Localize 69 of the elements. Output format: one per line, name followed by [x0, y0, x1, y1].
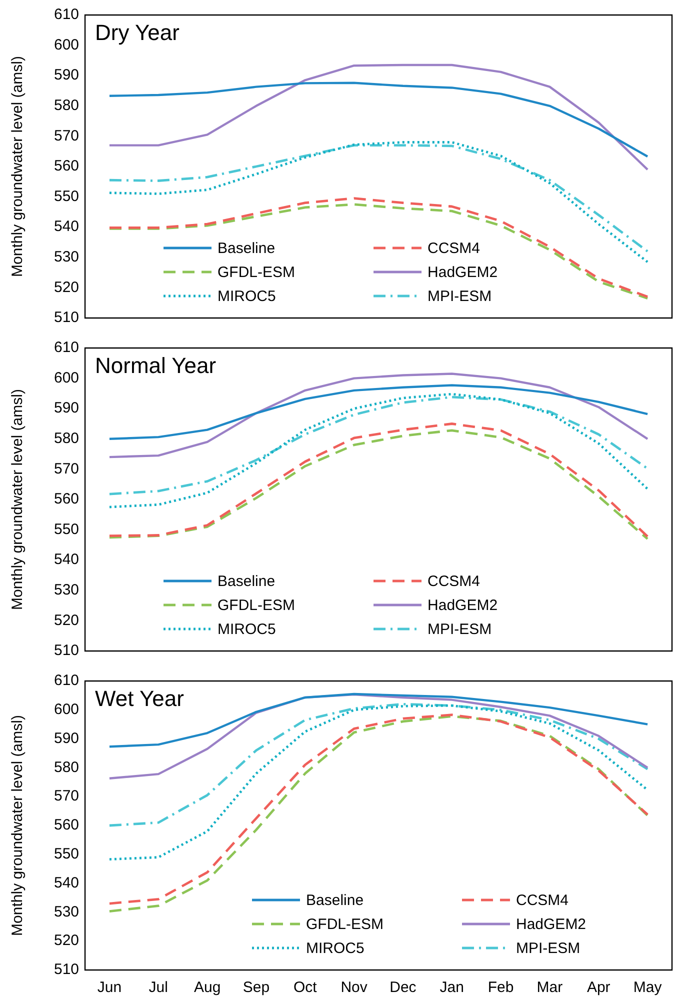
y-tick-label: 610 — [54, 672, 80, 690]
y-tick-label: 590 — [54, 66, 80, 84]
legend-label: Baseline — [218, 240, 276, 258]
y-tick-label: 560 — [54, 816, 80, 834]
y-tick-label: 550 — [54, 520, 80, 538]
x-tick-label: Nov — [340, 979, 368, 996]
y-tick-label: 540 — [54, 218, 80, 236]
legend-label: CCSM4 — [428, 240, 480, 258]
chart-title: Wet Year — [95, 686, 184, 712]
legend-label: GFDL-ESM — [218, 597, 296, 614]
legend-label: HadGEM2 — [428, 264, 498, 282]
legend-label: MIROC5 — [218, 621, 276, 638]
y-tick-label: 520 — [54, 278, 80, 296]
y-tick-label: 560 — [54, 490, 80, 508]
legend-label: CCSM4 — [516, 892, 569, 910]
legend-label: MPI-ESM — [428, 621, 492, 638]
y-tick-label: 590 — [54, 730, 80, 747]
x-tick-label: Oct — [293, 979, 318, 996]
legend-label: MPI-ESM — [428, 288, 492, 306]
y-tick-label: 510 — [54, 642, 80, 660]
legend-label: HadGEM2 — [516, 916, 586, 934]
y-tick-label: 610 — [54, 6, 80, 24]
x-tick-label: Jan — [440, 979, 464, 996]
x-tick-label: Apr — [586, 979, 610, 996]
chart-title: Dry Year — [95, 20, 180, 46]
y-tick-label: 550 — [54, 846, 80, 863]
y-tick-label: 600 — [54, 701, 80, 718]
y-tick-label: 580 — [54, 758, 80, 776]
y-tick-label: 540 — [54, 551, 80, 568]
y-tick-label: 550 — [54, 188, 80, 205]
chart-title: Normal Year — [95, 353, 216, 378]
y-tick-label: 570 — [54, 127, 80, 144]
legend-label: Baseline — [218, 573, 276, 590]
y-tick-label: 560 — [54, 158, 80, 175]
legend-label: GFDL-ESM — [306, 916, 384, 934]
y-tick-label: 580 — [54, 97, 80, 114]
y-axis-title: Monthly groundwater level (amsl) — [9, 715, 26, 936]
legend-label: GFDL-ESM — [218, 264, 296, 282]
x-tick-label: Sep — [242, 979, 270, 996]
y-tick-label: 590 — [54, 400, 80, 417]
legend-label: CCSM4 — [428, 573, 480, 590]
y-tick-label: 520 — [54, 612, 80, 629]
y-tick-label: 530 — [54, 248, 80, 266]
legend-label: HadGEM2 — [428, 597, 498, 614]
y-tick-label: 540 — [54, 874, 80, 892]
x-tick-label: Aug — [194, 979, 221, 996]
x-tick-label: Jul — [148, 979, 168, 996]
x-tick-label: Jun — [97, 979, 122, 996]
y-tick-label: 580 — [54, 430, 80, 448]
legend-label: MIROC5 — [306, 940, 364, 958]
y-tick-label: 510 — [54, 309, 80, 326]
y-tick-label: 570 — [54, 460, 80, 478]
y-tick-label: 600 — [54, 36, 80, 54]
y-tick-label: 610 — [54, 339, 80, 356]
y-tick-label: 530 — [54, 903, 80, 920]
legend-label: MIROC5 — [218, 288, 276, 306]
x-tick-label: Mar — [536, 979, 563, 996]
legend-label: MPI-ESM — [516, 940, 580, 958]
x-tick-label: Feb — [488, 979, 514, 996]
x-tick-label: May — [633, 979, 662, 996]
y-tick-label: 510 — [54, 961, 80, 978]
y-tick-label: 520 — [54, 932, 80, 950]
y-axis-title: Monthly groundwater level (amsl) — [9, 389, 26, 610]
x-tick-label: Dec — [390, 979, 417, 996]
y-tick-label: 530 — [54, 582, 80, 599]
y-tick-label: 570 — [54, 788, 80, 805]
y-axis-title: Monthly groundwater level (amsl) — [9, 56, 26, 277]
y-tick-label: 600 — [54, 369, 80, 386]
legend-label: Baseline — [306, 892, 364, 910]
